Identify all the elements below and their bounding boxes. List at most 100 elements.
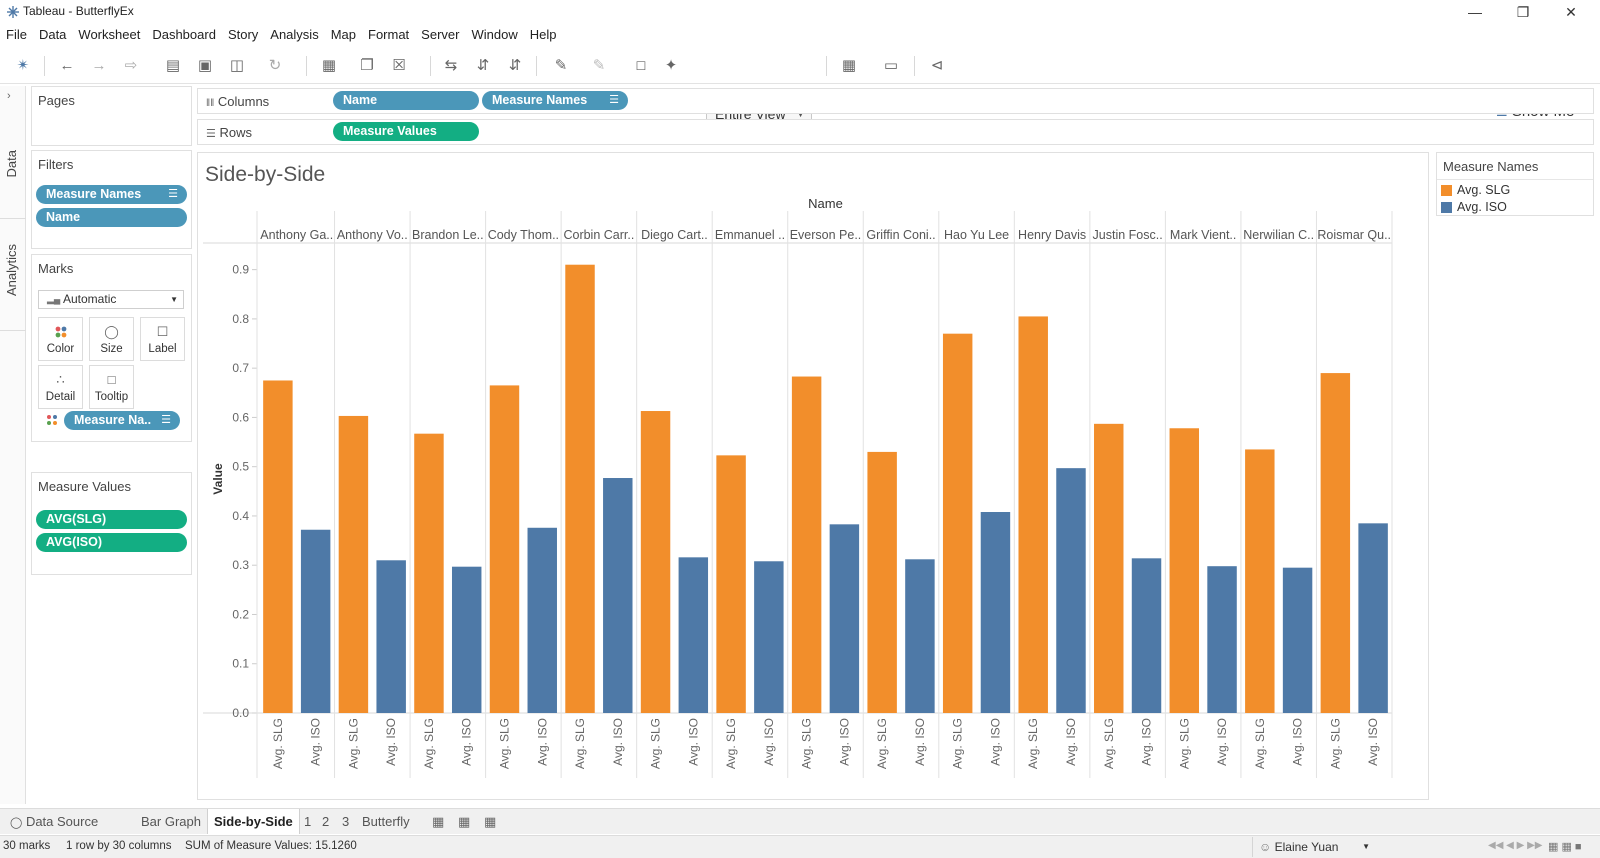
view-mode-icons[interactable]: ▦ ▦ ■ — [1548, 841, 1582, 853]
redo-icon[interactable]: → — [91, 57, 107, 74]
x-sub-tick-label: Avg. SLG — [724, 718, 738, 769]
filter-pill-name[interactable]: Name — [36, 208, 187, 227]
x-sub-tick-label: Avg. SLG — [346, 718, 360, 769]
mark-type-dropdown[interactable]: ▂▄ Automatic ▼ — [38, 290, 184, 309]
color-mark-button[interactable]: Color — [38, 317, 83, 361]
swap-rows-columns-icon[interactable]: ⇆ — [444, 57, 458, 74]
menu-help[interactable]: Help — [529, 27, 557, 42]
text-label-icon: ☐ — [156, 324, 169, 339]
minimize-button[interactable]: — — [1468, 4, 1482, 20]
show-mark-labels-icon[interactable]: ☐ — [635, 59, 647, 73]
new-story-icon[interactable]: ▦ — [484, 814, 497, 829]
duplicate-sheet-icon[interactable]: ❐ — [360, 57, 374, 74]
side-by-side-bar-chart[interactable]: Side-by-Side Name Value 0.0 0.1 0.2 0.3 0.4 0.5 0… — [198, 153, 1430, 801]
undo-icon[interactable]: ← — [59, 57, 75, 74]
x-sub-tick-label: Avg. ISO — [309, 718, 323, 766]
marks-card: Marks ▂▄ Automatic ▼ Color ◯ Size ☐ Labe… — [31, 254, 192, 442]
menu-file[interactable]: File — [6, 27, 27, 42]
color-encoding-icon — [47, 415, 57, 425]
user-icon: ☺ — [1259, 840, 1272, 854]
menu-analysis[interactable]: Analysis — [270, 27, 319, 42]
bar-avg-iso — [603, 478, 633, 713]
menu-dashboard[interactable]: Dashboard — [152, 27, 216, 42]
legend-item-avg-slg[interactable]: Avg. SLG — [1441, 183, 1510, 197]
clear-sheet-icon[interactable]: ☒ — [392, 57, 406, 74]
menu-data[interactable]: Data — [38, 27, 67, 42]
sort-descending-icon[interactable]: ⇵ — [508, 57, 522, 74]
columns-pill-measure-names[interactable]: Measure Names ☰ — [482, 91, 628, 110]
tableau-home-icon[interactable]: ✴ — [16, 57, 30, 74]
fix-axes-icon[interactable]: ✦ — [664, 57, 678, 74]
sort-ascending-icon[interactable]: ⇵ — [476, 57, 490, 74]
sheet-tab-bar-graph[interactable]: Bar Graph — [141, 814, 201, 829]
worksheet-view[interactable]: Side-by-Side Name Value 0.0 0.1 0.2 0.3 0.4 0.5 0… — [197, 152, 1429, 800]
menu-server[interactable]: Server — [421, 27, 460, 42]
sheet-tab-2[interactable]: 2 — [322, 814, 330, 829]
new-worksheet-icon[interactable]: ▦ — [432, 814, 445, 829]
menu-worksheet[interactable]: Worksheet — [78, 27, 141, 42]
column-header-name: Anthony Vo.. — [337, 228, 408, 242]
bar-avg-slg — [565, 264, 595, 713]
rows-pill-measure-values[interactable]: Measure Values — [333, 122, 479, 141]
sheet-tab-butterfly[interactable]: Butterfly — [362, 814, 410, 829]
new-data-source-icon[interactable]: ▣ — [197, 57, 213, 74]
new-dashboard-icon[interactable]: ▦ — [458, 814, 471, 829]
x-sub-tick-label: Avg. ISO — [762, 718, 776, 766]
sheet-tab-1[interactable]: 1 — [304, 814, 312, 829]
tab-data[interactable]: Data — [4, 150, 19, 178]
columns-shelf[interactable]: ‖‖ Columns Name Measure Names ☰ — [197, 88, 1594, 114]
rows-shelf[interactable]: ☰ Rows Measure Values — [197, 119, 1594, 145]
color-label: Color — [46, 343, 75, 355]
detail-mark-button[interactable]: ∴ Detail — [38, 365, 83, 409]
measure-pill-avg-iso[interactable]: AVG(ISO) — [36, 533, 187, 552]
tab-analytics[interactable]: Analytics — [4, 244, 19, 297]
legend-item-avg-iso[interactable]: Avg. ISO — [1441, 200, 1507, 214]
toolbar-separator — [306, 56, 307, 76]
bar-avg-slg — [489, 385, 520, 713]
sheet-tab-side-by-side[interactable]: Side-by-Side — [207, 809, 300, 834]
show-hide-cards-icon[interactable]: ▦ — [841, 57, 857, 74]
new-worksheet-icon[interactable]: ▦ — [321, 57, 337, 74]
measure-pill-avg-slg[interactable]: AVG(SLG) — [36, 510, 187, 529]
x-sub-tick-label: Avg. SLG — [497, 718, 511, 769]
chart-title: Side-by-Side — [205, 163, 325, 186]
menu-format[interactable]: Format — [368, 27, 410, 42]
expand-panel-icon[interactable]: › — [7, 90, 11, 102]
user-menu[interactable]: ☺ Elaine Yuan ▼ — [1252, 837, 1378, 857]
bar-avg-slg — [1018, 316, 1048, 713]
share-icon[interactable]: ⊲ — [930, 57, 944, 74]
label-mark-button[interactable]: ☐ Label — [140, 317, 185, 361]
save-icon[interactable]: ▤ — [165, 57, 181, 74]
highlight-icon[interactable]: ✎ — [554, 57, 568, 74]
column-header-title: Name — [808, 196, 843, 211]
refresh-icon[interactable]: ↻ — [268, 57, 282, 74]
toolbar-separator — [826, 56, 827, 76]
replay-icon[interactable]: ⇨ — [124, 57, 138, 74]
sheet-tabs-bar: ◯ Data Source Bar Graph Side-by-Side 1 2… — [0, 808, 1600, 834]
sheet-nav-icons[interactable]: ◀◀ ◀ ▶ ▶▶ — [1488, 840, 1543, 851]
tooltip-mark-button[interactable]: □ Tooltip — [89, 365, 134, 409]
data-source-tab[interactable]: ◯ Data Source — [10, 814, 99, 829]
columns-pill-name[interactable]: Name — [333, 91, 479, 110]
pages-card[interactable]: Pages — [31, 86, 192, 146]
pause-updates-icon[interactable]: ◫ — [229, 57, 245, 74]
legend-title: Measure Names — [1443, 159, 1539, 174]
menu-bar: File Data Worksheet Dashboard Story Anal… — [0, 25, 562, 45]
menu-window[interactable]: Window — [471, 27, 518, 42]
sheet-tab-3[interactable]: 3 — [342, 814, 350, 829]
size-mark-button[interactable]: ◯ Size — [89, 317, 134, 361]
bar-avg-slg — [338, 415, 369, 713]
close-button[interactable]: ✕ — [1565, 3, 1577, 20]
restore-button[interactable]: ❐ — [1516, 3, 1530, 20]
label-label: Label — [148, 343, 177, 355]
filter-pill-measure-names[interactable]: Measure Names ☰ — [36, 185, 187, 204]
sort-icon: ☰ — [161, 414, 171, 426]
presentation-mode-icon[interactable]: ▭ — [883, 57, 899, 74]
x-sub-tick-label: Avg. SLG — [1026, 718, 1040, 769]
group-members-icon[interactable]: ✎ — [592, 57, 606, 74]
color-encoding-pill[interactable]: Measure Na.. ☰ — [64, 411, 180, 430]
menu-map[interactable]: Map — [330, 27, 356, 42]
bar-avg-iso — [678, 557, 709, 713]
menu-story[interactable]: Story — [227, 27, 259, 42]
window-title: Tableau - ButterflyEx — [23, 4, 134, 18]
